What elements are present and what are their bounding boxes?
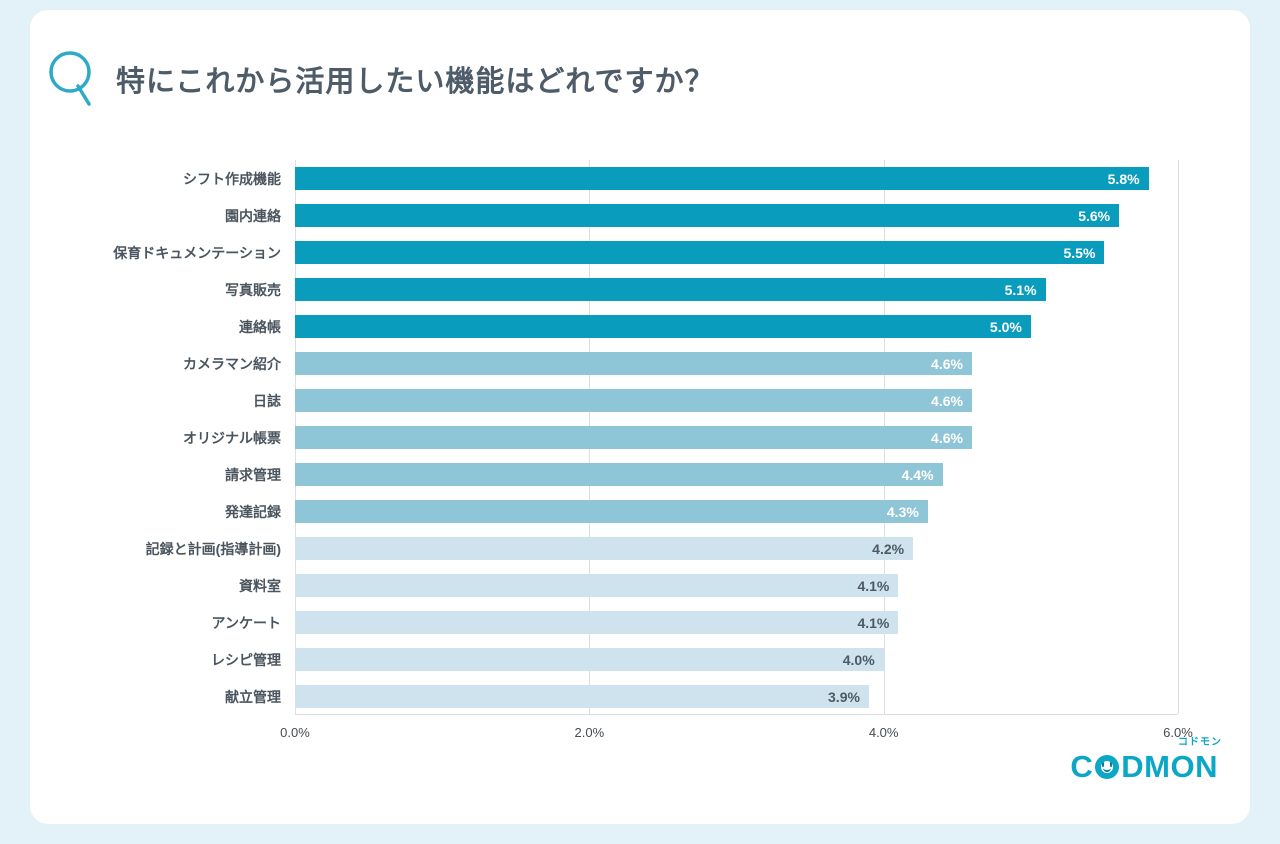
bar-track: 5.8% <box>295 167 1178 190</box>
bar-row: 連絡帳 5.0% <box>70 308 1210 345</box>
category-label: 請求管理 <box>225 466 281 483</box>
category-label: 園内連絡 <box>225 207 281 224</box>
bar-row: 園内連絡 5.6% <box>70 197 1210 234</box>
bar-row: 日誌 4.6% <box>70 382 1210 419</box>
category-label: 保育ドキュメンテーション <box>113 244 281 261</box>
bar-track: 4.6% <box>295 389 1178 412</box>
logo-kana-label: コドモン <box>1178 737 1222 748</box>
codmon-logo: コドモン C DMON <box>1070 738 1221 784</box>
bar-chart: シフト作成機能 5.8% 園内連絡 5.6% 保育ドキュメンテーション 5.5% 写真販売 5… <box>70 160 1210 745</box>
category-label: 日誌 <box>253 392 281 409</box>
gridline <box>1178 160 1179 714</box>
value-label: 4.1% <box>857 577 890 594</box>
category-label: カメラマン紹介 <box>183 355 281 372</box>
bar: 4.6% <box>295 426 972 449</box>
value-label: 5.6% <box>1078 207 1111 224</box>
bar: 5.6% <box>295 204 1120 227</box>
category-label: 献立管理 <box>225 688 281 705</box>
bar-rows: シフト作成機能 5.8% 園内連絡 5.6% 保育ドキュメンテーション 5.5% 写真販売 5… <box>70 160 1210 715</box>
bar-row: 記録と計画(指導計画) 4.2% <box>70 530 1210 567</box>
value-label: 4.6% <box>931 429 963 446</box>
category-label: 資料室 <box>239 577 281 594</box>
value-label: 4.6% <box>931 392 963 409</box>
bar-track: 5.6% <box>295 204 1178 227</box>
bar-row: 保育ドキュメンテーション 5.5% <box>70 234 1210 271</box>
chart-card: 特にこれから活用したい機能はどれですか？ シフト作成機能 5.8% 園内連絡 5.6%… <box>30 10 1250 824</box>
value-label: 4.0% <box>842 651 875 668</box>
x-tick-label: 0.0% <box>280 725 310 740</box>
value-label: 4.4% <box>901 466 934 483</box>
bar-track: 4.3% <box>295 500 1178 523</box>
x-axis: 0.0% 2.0% 4.0% 6.0% <box>280 715 1193 745</box>
bar-track: 4.1% <box>295 574 1178 597</box>
bar: 4.3% <box>295 500 928 523</box>
bar-track: 4.2% <box>295 537 1178 560</box>
category-label: レシピ管理 <box>211 651 281 668</box>
bar-track: 4.6% <box>295 426 1178 449</box>
value-label: 4.6% <box>931 355 963 372</box>
bar-row: カメラマン紹介 4.6% <box>70 345 1210 382</box>
bar: 4.1% <box>295 611 899 634</box>
bar: 5.0% <box>295 315 1031 338</box>
bar-row: 発達記録 4.3% <box>70 493 1210 530</box>
logo-letters-dmon: DMON <box>1121 749 1218 784</box>
bar-row: 献立管理 3.9% <box>70 678 1210 715</box>
bar-row: アンケート 4.1% <box>70 604 1210 641</box>
value-label: 5.1% <box>1004 281 1037 298</box>
page-title: 特にこれから活用したい機能はどれですか？ <box>116 66 715 98</box>
bar-track: 4.1% <box>295 611 1178 634</box>
logo-face-icon <box>1095 754 1120 779</box>
bar: 4.6% <box>295 389 972 412</box>
plot-area: シフト作成機能 5.8% 園内連絡 5.6% 保育ドキュメンテーション 5.5% 写真販売 5… <box>70 160 1210 715</box>
category-label: シフト作成機能 <box>183 170 281 187</box>
bar: 5.8% <box>295 167 1149 190</box>
bar-row: 写真販売 5.1% <box>70 271 1210 308</box>
bar: 4.1% <box>295 574 899 597</box>
value-label: 4.1% <box>857 614 890 631</box>
bar: 4.2% <box>295 537 914 560</box>
category-label: オリジナル帳票 <box>183 429 281 446</box>
bar-track: 4.0% <box>295 648 1178 671</box>
bar-track: 3.9% <box>295 685 1178 708</box>
value-label: 5.8% <box>1107 170 1140 187</box>
value-label: 4.3% <box>886 503 919 520</box>
bar-row: シフト作成機能 5.8% <box>70 160 1210 197</box>
bar-track: 5.0% <box>295 315 1178 338</box>
bar: 3.9% <box>295 685 869 708</box>
bar-track: 5.5% <box>295 241 1178 264</box>
bar-track: 5.1% <box>295 278 1178 301</box>
bar-row: 資料室 4.1% <box>70 567 1210 604</box>
value-label: 4.2% <box>872 540 905 557</box>
bar-row: 請求管理 4.4% <box>70 456 1210 493</box>
value-label: 5.5% <box>1063 244 1096 261</box>
category-label: 連絡帳 <box>239 318 281 335</box>
value-label: 3.9% <box>828 688 860 705</box>
bar: 5.5% <box>295 241 1105 264</box>
x-tick-label: 4.0% <box>868 725 899 740</box>
bar: 5.1% <box>295 278 1046 301</box>
question-mark-icon <box>48 48 94 110</box>
bar: 4.0% <box>295 648 884 671</box>
category-label: アンケート <box>211 614 281 631</box>
bar-row: オリジナル帳票 4.6% <box>70 419 1210 456</box>
bar: 4.4% <box>295 463 943 486</box>
x-tick-label: 6.0% <box>1163 725 1193 740</box>
category-label: 写真販売 <box>225 281 281 298</box>
bar: 4.6% <box>295 352 972 375</box>
category-label: 記録と計画(指導計画) <box>145 540 281 557</box>
x-tick-label: 2.0% <box>574 725 605 740</box>
logo-letter-c: C <box>1070 749 1094 784</box>
question-header: 特にこれから活用したい機能はどれですか？ <box>48 48 1250 110</box>
category-label: 発達記録 <box>225 503 281 520</box>
value-label: 5.0% <box>989 318 1022 335</box>
bar-row: レシピ管理 4.0% <box>70 641 1210 678</box>
bar-track: 4.6% <box>295 352 1178 375</box>
bar-track: 4.4% <box>295 463 1178 486</box>
